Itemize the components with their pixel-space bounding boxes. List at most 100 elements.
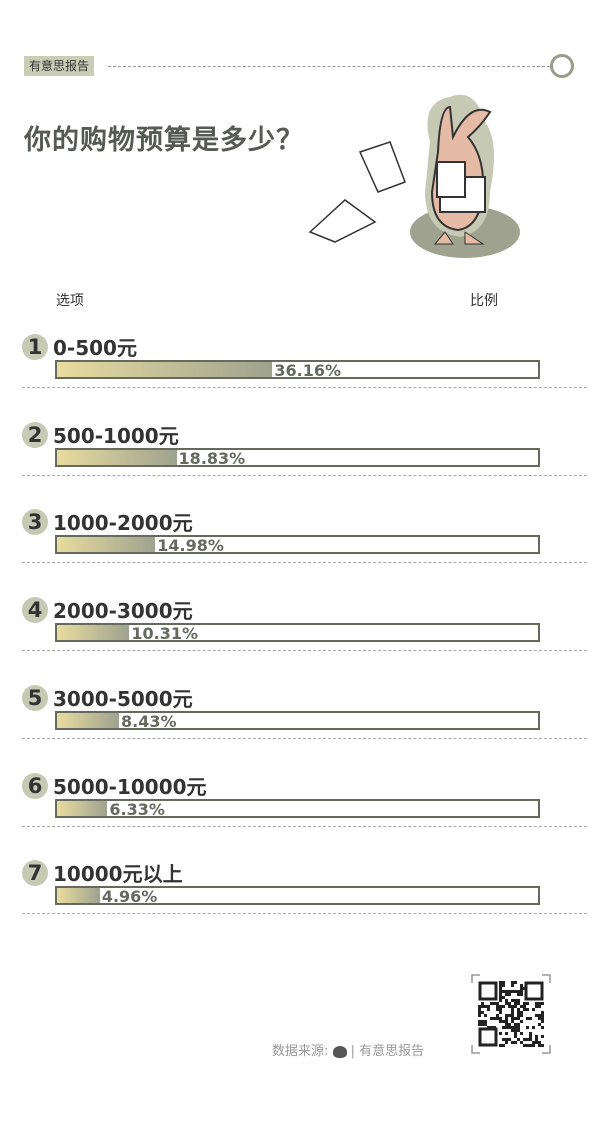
qr-module — [535, 1002, 538, 1005]
bar-fill — [57, 362, 273, 377]
qr-module — [538, 1044, 541, 1047]
source-label: 数据来源: — [272, 1044, 329, 1059]
qr-module — [520, 993, 523, 996]
qr-module — [493, 1017, 496, 1020]
qr-module — [520, 1020, 523, 1023]
qr-module — [520, 984, 523, 987]
qr-module — [538, 1014, 541, 1017]
qr-module — [499, 1005, 502, 1008]
qr-module — [526, 1026, 529, 1029]
bar-track: 14.98% — [55, 535, 540, 555]
option-number: 1 — [22, 334, 48, 360]
qr-module — [517, 999, 520, 1002]
row-divider — [22, 913, 587, 915]
qr-module — [478, 1011, 481, 1014]
qr-module — [511, 1017, 514, 1020]
qr-module — [499, 996, 502, 999]
option-number: 2 — [22, 421, 48, 448]
qr-module — [511, 984, 514, 987]
qr-module — [505, 1023, 508, 1026]
qr-module — [520, 990, 523, 993]
qr-module — [538, 1041, 541, 1044]
qr-module — [478, 1014, 481, 1017]
bar-track: 18.83% — [55, 447, 540, 468]
qr-module — [505, 1017, 508, 1020]
qr-module — [499, 987, 502, 990]
qr-module — [502, 996, 505, 999]
qr-module — [541, 1011, 544, 1014]
qr-module — [481, 1011, 484, 1014]
qr-module — [511, 1008, 514, 1011]
qr-module — [490, 1017, 493, 1020]
qr-module — [499, 1020, 502, 1023]
qr-module — [508, 1014, 511, 1017]
qr-module — [502, 1026, 505, 1029]
qr-module — [517, 1017, 520, 1020]
option-label: 1000-2000元 — [53, 511, 193, 536]
option-row: 5 3000-5000元 8.43% — [22, 679, 587, 767]
qr-module — [538, 1002, 541, 1005]
brand-tag: 有意思报告 — [24, 56, 95, 76]
qr-module — [517, 1014, 520, 1017]
bar-fill — [57, 449, 177, 465]
qr-module — [514, 1041, 517, 1044]
qr-module — [511, 1020, 514, 1023]
qr-module — [505, 1014, 508, 1017]
qr-module — [490, 1002, 493, 1005]
qr-module — [484, 1014, 487, 1017]
qr-module — [499, 993, 502, 996]
qr-module — [481, 1023, 484, 1026]
qr-module — [520, 1011, 523, 1014]
bar-fill — [57, 712, 120, 728]
qr-module — [511, 1041, 514, 1044]
qr-module — [502, 1005, 505, 1008]
qr-module — [535, 1041, 538, 1044]
qr-module — [496, 1017, 499, 1020]
qr-module — [538, 1005, 541, 1008]
qr-module — [478, 1020, 481, 1023]
column-header-option: 选项 — [56, 293, 84, 309]
bunny-illustration — [308, 94, 520, 258]
data-source: 数据来源: | 有意思报告 — [272, 1040, 424, 1059]
qr-module — [514, 981, 517, 984]
option-number: 7 — [22, 860, 48, 887]
qr-module — [517, 1029, 520, 1032]
qr-module — [517, 1002, 520, 1005]
qr-module — [511, 1005, 514, 1008]
qr-module — [529, 1017, 532, 1020]
qr-module — [499, 999, 502, 1002]
qr-module — [502, 1044, 505, 1047]
qr-module — [514, 1029, 517, 1032]
qr-module — [532, 1026, 535, 1029]
qr-module — [505, 993, 508, 996]
qr-module — [541, 1002, 544, 1005]
option-label: 500-1000元 — [53, 423, 179, 448]
qr-module — [514, 1026, 517, 1029]
qr-module — [511, 999, 514, 1002]
bar-value-label: 4.96% — [101, 887, 158, 907]
option-label: 10000元以上 — [53, 862, 183, 887]
source-name: | 有意思报告 — [350, 1044, 425, 1059]
qr-module — [517, 993, 520, 996]
qr-module — [541, 1017, 544, 1020]
qr-module — [484, 1023, 487, 1026]
qr-module — [496, 1008, 499, 1011]
qr-module — [496, 1002, 499, 1005]
qr-module — [535, 1035, 538, 1038]
qr-module — [541, 1035, 544, 1038]
qr-module — [499, 1017, 502, 1020]
row-divider — [22, 562, 587, 564]
qr-module — [508, 993, 511, 996]
qr-module — [520, 1032, 523, 1035]
qr-module — [508, 1005, 511, 1008]
bar-fill — [57, 800, 108, 816]
option-number: 3 — [22, 509, 48, 536]
qr-module — [541, 1020, 544, 1023]
bar-track: 36.16% — [55, 360, 540, 380]
qr-module — [511, 990, 514, 993]
option-number: 6 — [22, 772, 48, 799]
option-row: 4 2000-3000元 10.31% — [22, 591, 587, 679]
qr-module — [517, 1008, 520, 1011]
qr-module — [496, 1014, 499, 1017]
qr-module — [520, 1014, 523, 1017]
